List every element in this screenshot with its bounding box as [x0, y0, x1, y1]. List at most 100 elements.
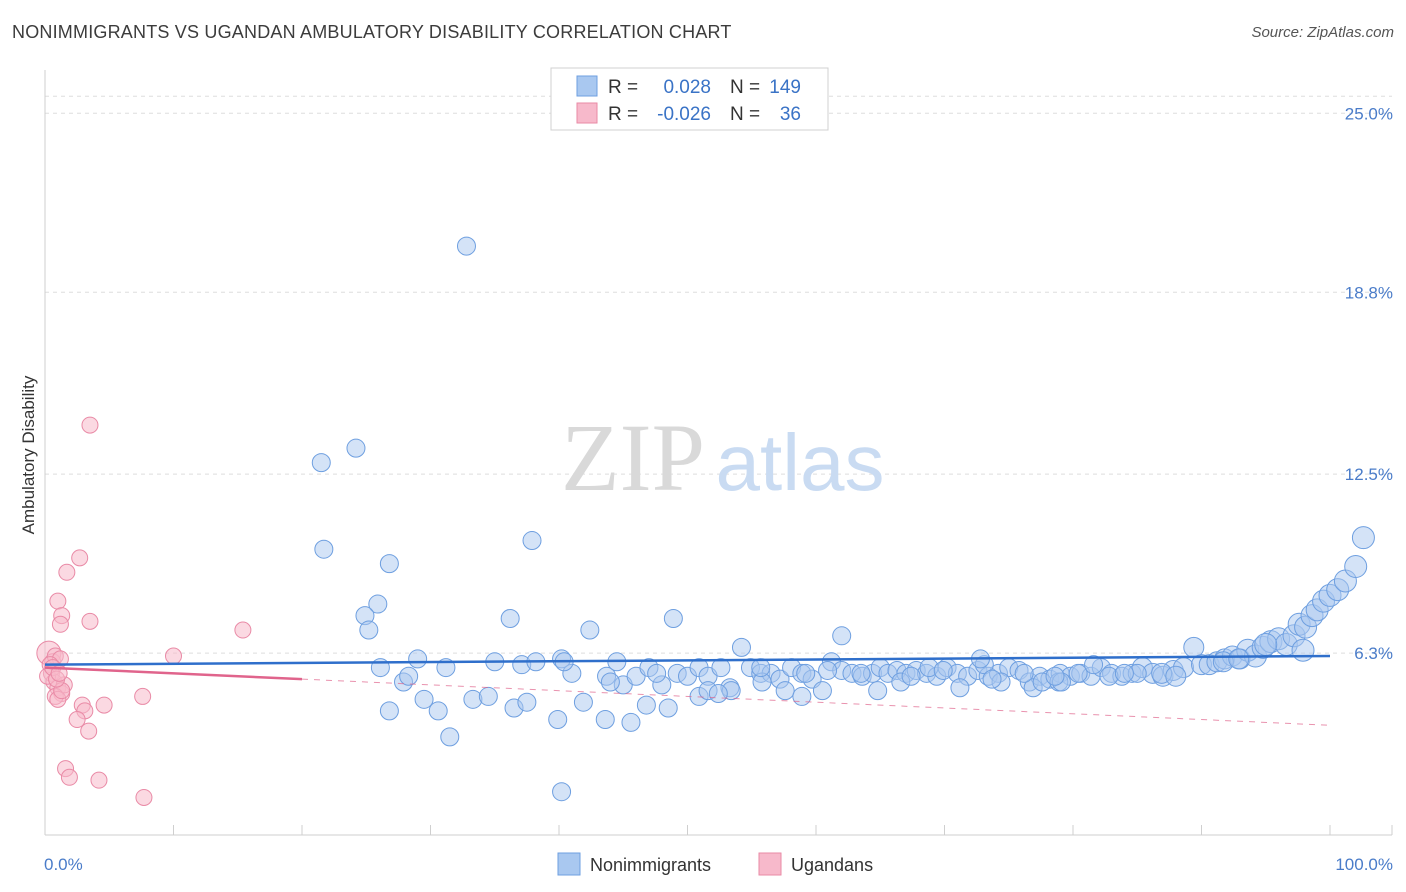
y-tick-label-1: 12.5% — [1345, 465, 1393, 484]
nonimmigrants-trend-line — [44, 654, 1331, 666]
nonimmigrants-point-11 — [663, 608, 683, 628]
ugandans-point-1 — [71, 549, 89, 567]
legend-n-label-2: N = — [730, 104, 760, 125]
nonimmigrants-point-149 — [600, 672, 620, 692]
ugandans-trend-extension — [301, 678, 1331, 726]
chart-title: NONIMMIGRANTS VS UGANDAN AMBULATORY DISA… — [12, 22, 732, 42]
bottom-legend-swatch-ugandans — [758, 852, 782, 876]
nonimmigrants-point-9 — [500, 608, 520, 628]
nonimmigrants-point-158 — [1114, 663, 1134, 683]
nonimmigrants-point-137 — [478, 686, 498, 706]
nonimmigrants-point-30 — [711, 658, 731, 678]
x-tick-label-0: 0.0% — [44, 855, 83, 874]
nonimmigrants-point-135 — [379, 701, 399, 721]
nonimmigrants-point-113 — [658, 698, 678, 718]
nonimmigrants-point-136 — [399, 666, 419, 686]
nonimmigrants-point-8 — [359, 620, 379, 640]
ugandans-point-12 — [165, 647, 182, 665]
nonimmigrants-point-105 — [517, 692, 537, 712]
legend-r-label-1: R = — [608, 77, 638, 98]
y-tick-label-2: 18.8% — [1345, 283, 1393, 302]
ugandans-point-31 — [135, 788, 153, 806]
ugandans-point-6 — [81, 612, 99, 630]
legend-r-value-2: -0.026 — [657, 104, 711, 125]
nonimmigrants-point-155 — [1014, 663, 1034, 683]
legend-n-label-1: N = — [730, 77, 760, 98]
legend-n-value-1: 149 — [769, 77, 801, 98]
ugandans-point-26 — [68, 711, 86, 729]
nonimmigrants-point-101 — [414, 689, 434, 709]
nonimmigrants-point-152 — [901, 666, 921, 686]
y-tick-label-3: 25.0% — [1345, 104, 1393, 123]
nonimmigrants-point-4 — [314, 539, 334, 559]
x-tick-label-1: 100.0% — [1335, 855, 1393, 874]
nonimmigrants-point-99 — [1344, 555, 1368, 579]
nonimmigrants-point-156 — [1045, 666, 1065, 686]
nonimmigrants-point-138 — [647, 663, 667, 683]
nonimmigrants-point-40 — [812, 681, 832, 701]
trend-lines — [44, 654, 1331, 726]
nonimmigrants-point-0 — [456, 236, 476, 256]
bottom-legend-label-nonimmigrants: Nonimmigrants — [590, 855, 711, 875]
nonimmigrants-point-148 — [708, 684, 728, 704]
ugandans-point-0 — [81, 416, 99, 434]
nonimmigrants-point-146 — [1254, 632, 1278, 656]
nonimmigrants-point-120 — [796, 663, 816, 683]
grid-lines — [45, 95, 1392, 654]
ugandans-point-5 — [51, 615, 69, 633]
legend-r-value-1: 0.028 — [663, 77, 711, 98]
nonimmigrants-point-1 — [311, 453, 331, 473]
nonimmigrants-point-106 — [548, 710, 568, 730]
nonimmigrants-point-157 — [1099, 666, 1119, 686]
nonimmigrants-point-134 — [552, 782, 572, 802]
nonimmigrants-point-103 — [463, 689, 483, 709]
legend-box: R = 0.028 N = 149 R = -0.026 N = 36 — [550, 67, 829, 131]
axes — [44, 70, 1393, 836]
ugandans-point-27 — [80, 722, 98, 740]
legend-r-label-2: R = — [608, 104, 638, 125]
nonimmigrants-point-154 — [982, 669, 1002, 689]
nonimmigrants-points — [311, 236, 1375, 802]
watermark-zip: ZIP — [561, 404, 705, 511]
nonimmigrants-point-112 — [636, 695, 656, 715]
ugandans-point-2 — [58, 563, 76, 581]
ugandans-points — [36, 416, 252, 806]
ugandans-point-7 — [234, 621, 252, 639]
ugandans-point-3 — [49, 592, 67, 610]
nonimmigrants-point-151 — [851, 663, 871, 683]
bottom-legend-label-ugandans: Ugandans — [791, 855, 873, 875]
nonimmigrants-point-6 — [368, 594, 388, 614]
nonimmigrants-point-108 — [573, 692, 593, 712]
nonimmigrants-point-2 — [346, 438, 366, 458]
nonimmigrants-point-131 — [1068, 663, 1088, 683]
nonimmigrants-point-119 — [792, 686, 812, 706]
legend-swatch-ugandans — [576, 102, 598, 124]
nonimmigrants-point-132 — [1084, 655, 1104, 675]
ugandans-point-24 — [95, 696, 113, 714]
nonimmigrants-point-118 — [775, 681, 795, 701]
ugandans-point-30 — [90, 771, 108, 789]
nonimmigrants-point-102 — [428, 701, 448, 721]
ugandans-trend-line — [44, 666, 303, 681]
nonimmigrants-point-5 — [379, 554, 399, 574]
bottom-legend: Nonimmigrants Ugandans — [557, 852, 873, 876]
bottom-legend-swatch-nonimmigrants — [557, 852, 581, 876]
y-tick-label-0: 6.3% — [1354, 644, 1393, 663]
legend-n-value-2: 36 — [780, 104, 801, 125]
nonimmigrants-point-109 — [595, 710, 615, 730]
nonimmigrants-point-12 — [408, 649, 428, 669]
nonimmigrants-point-125 — [950, 678, 970, 698]
nonimmigrants-point-147 — [1291, 638, 1315, 662]
source-label: Source: ZipAtlas.com — [1251, 24, 1394, 41]
ugandans-point-29 — [60, 768, 78, 786]
nonimmigrants-point-121 — [832, 626, 852, 646]
nonimmigrants-point-10 — [580, 620, 600, 640]
tick-labels: 6.3% 12.5% 18.8% 25.0% 0.0% 100.0% — [44, 104, 1393, 874]
nonimmigrants-point-150 — [818, 660, 838, 680]
nonimmigrants-point-3 — [522, 531, 542, 551]
nonimmigrants-point-122 — [868, 681, 888, 701]
nonimmigrants-point-32 — [731, 637, 751, 657]
nonimmigrants-point-159 — [1228, 648, 1250, 670]
y-axis-title: Ambulatory Disability — [19, 375, 38, 534]
